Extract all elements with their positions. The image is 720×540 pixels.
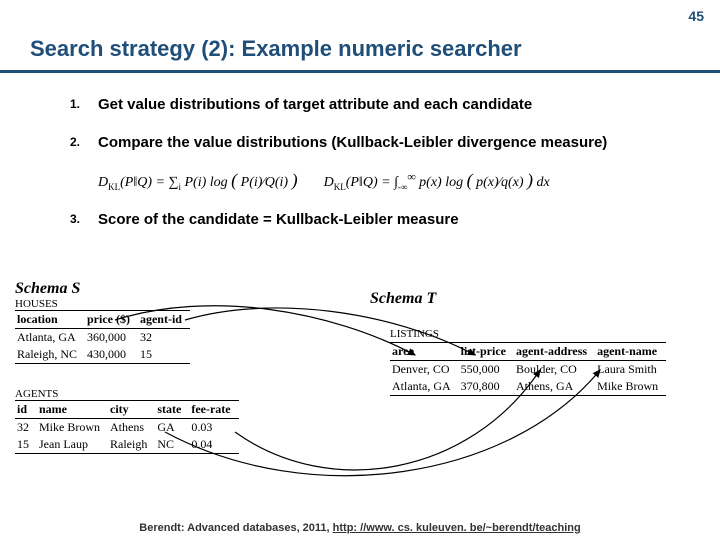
kl-continuous-formula: DKL(P‖Q) = ∫-∞∞ p(x) log ( p(x)⁄q(x) ) d… xyxy=(324,170,550,192)
list-text: Compare the value distributions (Kullbac… xyxy=(98,133,690,153)
slide-title: Search strategy (2): Example numeric sea… xyxy=(30,36,522,62)
list-number: 3. xyxy=(70,210,98,230)
title-underline xyxy=(0,70,720,73)
kl-discrete-formula: DKL(P‖Q) = ∑i P(i) log ( P(i)⁄Q(i) ) xyxy=(98,170,298,192)
formula-row: DKL(P‖Q) = ∑i P(i) log ( P(i)⁄Q(i) ) DKL… xyxy=(98,170,690,192)
list-item: 1. Get value distributions of target att… xyxy=(70,95,690,115)
mapping-arrows xyxy=(10,280,710,490)
schema-diagram: Schema S HOUSES location price ($) agent… xyxy=(10,280,710,490)
list-item: 3. Score of the candidate = Kullback-Lei… xyxy=(70,210,690,230)
numbered-list: 1. Get value distributions of target att… xyxy=(70,95,690,247)
list-number: 1. xyxy=(70,95,98,115)
footer-text: Berendt: Advanced databases, 2011, xyxy=(139,522,332,534)
list-number: 2. xyxy=(70,133,98,153)
footer: Berendt: Advanced databases, 2011, http:… xyxy=(0,522,720,534)
list-text: Score of the candidate = Kullback-Leible… xyxy=(98,210,690,230)
footer-link[interactable]: http: //www. cs. kuleuven. be/~berendt/t… xyxy=(333,522,581,534)
page-number: 45 xyxy=(688,8,704,24)
list-text: Get value distributions of target attrib… xyxy=(98,95,690,115)
list-item: 2. Compare the value distributions (Kull… xyxy=(70,133,690,153)
